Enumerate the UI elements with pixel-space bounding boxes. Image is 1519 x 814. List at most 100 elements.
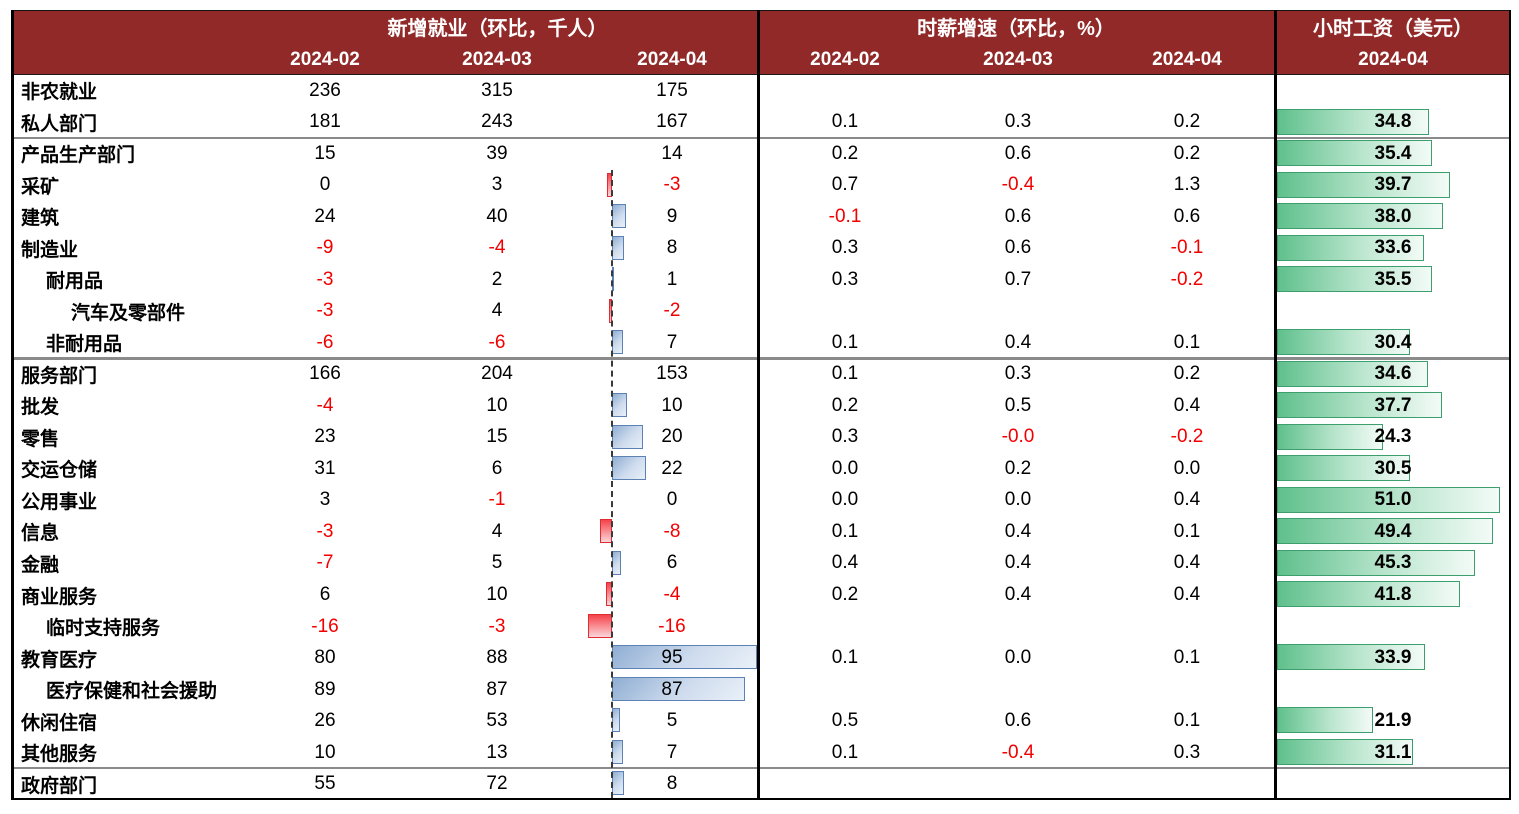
- wage-growth-apr: -0.2: [1170, 426, 1204, 448]
- jobs-value-apr: 5: [666, 710, 678, 732]
- wage-growth-feb: [745, 75, 945, 107]
- wage-growth-apr: 0.4: [1173, 394, 1201, 416]
- hourly-wage-value: 34.8: [1374, 111, 1412, 133]
- wage-growth-apr: 0.6: [1173, 205, 1201, 227]
- hourly-wage-value: 30.5: [1374, 457, 1412, 479]
- jobs-value-apr: 167: [656, 111, 688, 133]
- jobs-value-mar: 10: [486, 584, 508, 605]
- jobs-value-feb: -3: [316, 268, 334, 290]
- wage-growth-feb: 0.2: [831, 394, 859, 416]
- wage-growth-feb: 0.3: [831, 237, 859, 259]
- row-label: 零售: [21, 428, 60, 450]
- hourly-wage-value: [1275, 75, 1511, 107]
- jobs-value-mar: 88: [486, 647, 508, 669]
- wage-growth-apr: [1087, 768, 1287, 800]
- wage-growth-apr: 1.3: [1173, 174, 1201, 196]
- table-row: 汽车及零部件 -3 4 -2: [13, 296, 1511, 328]
- table-row: 商业服务 6 10 -4 0.2 0.4 0.4 41.8: [13, 579, 1511, 611]
- jobs-value-apr: -3: [663, 174, 681, 196]
- hourly-wage-value: 39.7: [1374, 174, 1412, 196]
- wage-growth-mar: 0.6: [1004, 142, 1032, 164]
- header-group-hourly-wage: 小时工资（美元）: [1313, 18, 1473, 40]
- hourly-wage-value: 41.8: [1374, 584, 1412, 605]
- wage-growth-apr: 0.1: [1173, 520, 1201, 542]
- wage-growth-mar: 0.6: [1004, 237, 1032, 259]
- jobs-value-apr: -8: [663, 520, 681, 542]
- jobs-value-apr: 8: [666, 773, 678, 795]
- jobs-value-feb: -9: [316, 237, 334, 259]
- jobs-change-bar: [612, 393, 628, 418]
- header-date-wage-mar: 2024-03: [983, 49, 1053, 70]
- hourly-wage-bar: [1277, 108, 1430, 135]
- jobs-value-feb: -3: [316, 300, 334, 322]
- header-date-jobs-feb: 2024-02: [290, 49, 360, 70]
- wage-growth-feb: 0.1: [831, 647, 859, 669]
- wage-growth-apr: 0.2: [1173, 111, 1201, 133]
- table-header: 新增就业（环比，千人） 时薪增速（环比，%） 小时工资（美元） 2024-02 …: [13, 10, 1511, 75]
- row-label: 公用事业: [21, 491, 98, 513]
- wage-growth-feb: [745, 296, 945, 328]
- row-label: 非农就业: [21, 82, 98, 104]
- hourly-wage-bar: [1277, 738, 1413, 765]
- wage-growth-apr: 0.2: [1173, 142, 1201, 164]
- section-divider-jobs-wage: [757, 10, 760, 800]
- jobs-change-bar: [612, 645, 758, 670]
- hourly-wage-value: 38.0: [1374, 205, 1412, 227]
- jobs-value-feb: 55: [314, 773, 336, 795]
- row-label: 采矿: [21, 176, 60, 198]
- jobs-value-apr: 22: [661, 457, 683, 479]
- jobs-value-apr: 0: [666, 489, 678, 511]
- jobs-value-mar: 243: [481, 111, 513, 133]
- jobs-value-feb: 3: [319, 489, 331, 511]
- wage-growth-feb: 0.1: [831, 331, 859, 353]
- wage-growth-apr: 0.1: [1173, 710, 1201, 732]
- table-row: 医疗保健和社会援助 89 87 87: [13, 674, 1511, 706]
- jobs-value-feb: 10: [314, 741, 336, 763]
- hourly-wage-value: [1275, 674, 1511, 706]
- table-row: 休闲住宿 26 53 5 0.5 0.6 0.1 21.9: [13, 705, 1511, 737]
- hourly-wage-value: 33.9: [1374, 647, 1412, 669]
- hourly-wage-value: 49.4: [1374, 520, 1412, 542]
- wage-growth-apr: 0.2: [1173, 363, 1201, 385]
- wage-growth-apr: 0.3: [1173, 741, 1201, 763]
- wage-growth-apr: 0.0: [1173, 457, 1201, 479]
- wage-growth-apr: [1087, 611, 1287, 643]
- jobs-value-mar: 3: [491, 174, 503, 196]
- table-row: 制造业 -9 -4 8 0.3 0.6 -0.1 33.6: [13, 233, 1511, 265]
- jobs-value-apr: -4: [663, 584, 681, 605]
- jobs-value-mar: -6: [488, 331, 506, 353]
- header-group-new-jobs: 新增就业（环比，千人）: [387, 18, 608, 40]
- header-group-wage-growth: 时薪增速（环比，%）: [917, 18, 1115, 40]
- row-label: 非耐用品: [46, 334, 123, 356]
- table-row: 临时支持服务 -16 -3 -16: [13, 611, 1511, 643]
- jobs-value-mar: 15: [486, 426, 508, 448]
- wage-growth-apr: 0.4: [1173, 552, 1201, 574]
- bar-chart-baseline: [610, 169, 613, 798]
- wage-growth-mar: 0.0: [1004, 489, 1032, 511]
- wage-growth-feb: [745, 674, 945, 706]
- wage-growth-mar: 0.2: [1004, 457, 1032, 479]
- table-row: 非耐用品 -6 -6 7 0.1 0.4 0.1 30.4: [13, 327, 1511, 360]
- jobs-value-feb: 24: [314, 205, 336, 227]
- row-label: 商业服务: [21, 586, 98, 608]
- hourly-wage-bar: [1277, 707, 1373, 734]
- jobs-value-feb: 236: [309, 79, 341, 101]
- wage-growth-apr: [1087, 75, 1287, 107]
- wage-growth-apr: 0.4: [1173, 489, 1201, 511]
- table-row: 政府部门 55 72 8: [13, 768, 1511, 800]
- table-row: 私人部门 181 243 167 0.1 0.3 0.2 34.8: [13, 107, 1511, 139]
- wage-growth-feb: 0.3: [831, 426, 859, 448]
- hourly-wage-value: [1275, 768, 1511, 800]
- jobs-change-bar: [612, 267, 614, 292]
- wage-growth-mar: -0.4: [1001, 174, 1035, 196]
- row-label: 私人部门: [21, 113, 98, 135]
- jobs-change-bar: [612, 676, 746, 701]
- table-left-border: [11, 10, 14, 800]
- jobs-value-feb: 26: [314, 710, 336, 732]
- wage-growth-mar: -0.0: [1001, 426, 1035, 448]
- row-label: 产品生产部门: [21, 145, 136, 167]
- table-row: 耐用品 -3 2 1 0.3 0.7 -0.2 35.5: [13, 264, 1511, 296]
- hourly-wage-bar: [1277, 581, 1460, 608]
- jobs-value-mar: -4: [488, 237, 506, 259]
- table-row: 金融 -7 5 6 0.4 0.4 0.4 45.3: [13, 548, 1511, 580]
